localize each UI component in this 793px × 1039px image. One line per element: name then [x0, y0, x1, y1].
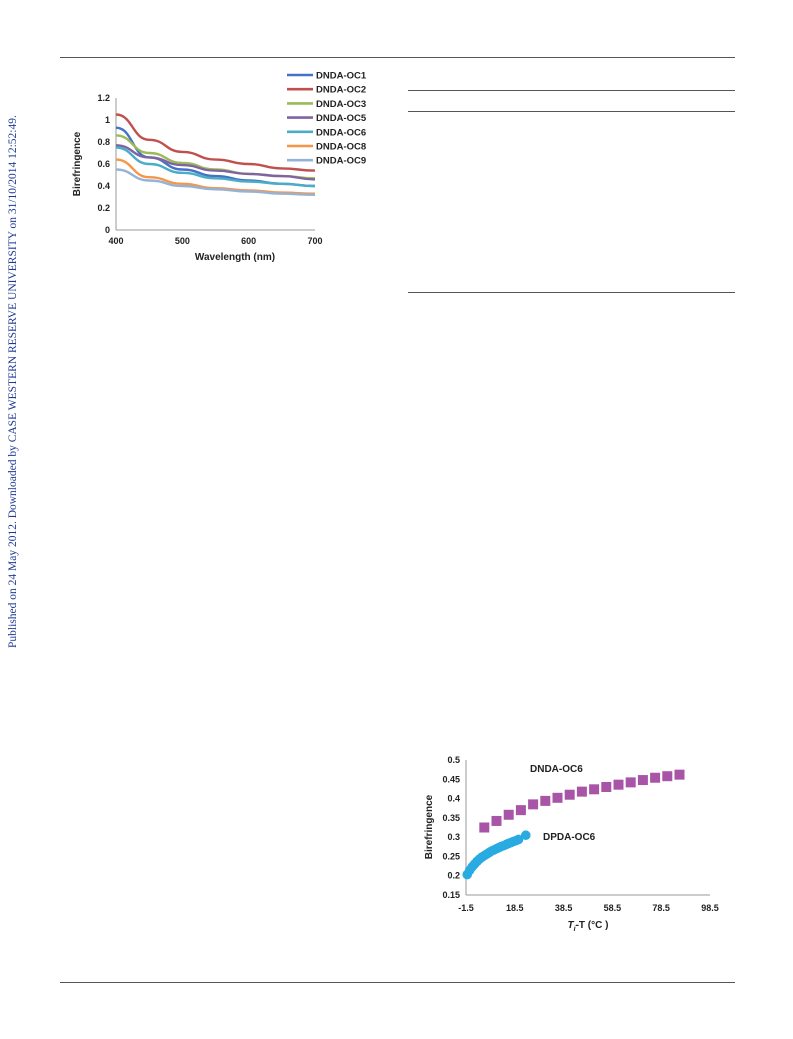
- chart2-point-square: [650, 772, 661, 783]
- download-watermark: Published on 24 May 2012. Downloaded by …: [7, 115, 19, 648]
- chart2-point-square: [625, 777, 636, 788]
- chart1-legend-label: DNDA-OC6: [316, 127, 366, 138]
- chart2-label-dnda: DNDA-OC6: [530, 764, 583, 775]
- chart1-y-tick: 1: [105, 115, 110, 125]
- chart2-point-square: [503, 809, 514, 820]
- chart1-x-ticks: 400 500 600 700: [108, 236, 322, 246]
- chart2-x-tick: -1.5: [458, 903, 474, 913]
- chart2-label-dpda: DPDA-OC6: [543, 832, 596, 843]
- chart2-y-axis-title: Birefringence: [424, 794, 435, 859]
- chart2-x-axis-title: Ti-T (°C ): [568, 920, 609, 933]
- chart2-x-title-rest: -T (°C ): [576, 920, 609, 931]
- chart1-y-ticks: 0 0.2 0.4 0.6 0.8 1 1.2: [97, 93, 110, 235]
- chart2-point-square: [589, 784, 600, 795]
- chart2-y-tick: 0.25: [442, 851, 460, 861]
- chart2-y-tick: 0.15: [442, 890, 460, 900]
- birefringence-temperature-chart: 0.15 0.2 0.25 0.3 0.35 0.4 0.45 0.5 -1.5 18.5 38.…: [424, 755, 719, 933]
- chart1-series-line-dnda-oc5: [115, 144, 316, 181]
- chart1-axes: [115, 98, 315, 231]
- chart1-series-line-dnda-oc9: [115, 168, 316, 196]
- chart2-point-circle: [520, 830, 531, 841]
- chart2-x-tick: 18.5: [506, 903, 524, 913]
- chart1-legend-label: DNDA-OC8: [316, 142, 366, 153]
- header-rule: [60, 57, 735, 58]
- chart2-point-square: [564, 789, 575, 800]
- chart1-series-line-dnda-oc2: [115, 113, 316, 172]
- chart2-x-title-main: T: [568, 920, 575, 931]
- chart1-y-axis-title: Birefringence: [72, 131, 83, 196]
- footer-rule: [60, 982, 735, 983]
- chart2-y-tick: 0.3: [447, 832, 460, 842]
- chart2-point-square: [479, 822, 490, 833]
- chart1-x-tick: 700: [307, 236, 322, 246]
- chart2-point-square: [674, 769, 685, 780]
- chart2-point-square: [540, 795, 551, 806]
- chart1-y-tick: 0.8: [97, 137, 110, 147]
- chart1-y-tick: 0.4: [97, 181, 110, 191]
- chart2-point-square: [576, 786, 587, 797]
- chart2-point-square: [552, 792, 563, 803]
- chart2-x-tick: 78.5: [652, 903, 670, 913]
- chart2-point-square: [613, 779, 624, 790]
- chart2-point-square: [528, 799, 539, 810]
- chart1-y-tick: 1.2: [97, 93, 110, 103]
- chart2-y-ticks: 0.15 0.2 0.25 0.3 0.35 0.4 0.45 0.5: [442, 755, 460, 900]
- chart1-legend-label: DNDA-OC2: [316, 85, 366, 96]
- chart2-x-title-sub: i: [574, 926, 577, 933]
- chart2-x-tick: 58.5: [604, 903, 622, 913]
- chart2-y-tick: 0.5: [447, 755, 460, 765]
- chart2-point-square: [601, 782, 612, 792]
- chart1-legend: DNDA-OC1 DNDA-OC2 DNDA-OC3 DNDA-OC5 DNDA-OC6…: [287, 71, 367, 167]
- chart1-y-tick: 0: [105, 225, 110, 235]
- chart2-point-square: [637, 775, 648, 786]
- chart1-series-line-dnda-oc6: [115, 146, 316, 188]
- chart1-legend-label: DNDA-OC1: [316, 71, 367, 82]
- chart2-point-square: [662, 771, 673, 782]
- chart1-legend-label: DNDA-OC5: [316, 113, 367, 124]
- chart2-y-tick: 0.4: [447, 794, 460, 804]
- table-bottom-rule: [408, 292, 735, 293]
- chart1-legend-label: DNDA-OC9: [316, 156, 366, 167]
- chart2-x-tick: 38.5: [555, 903, 573, 913]
- chart2-axes: [465, 760, 710, 896]
- chart1-y-tick: 0.6: [97, 159, 110, 169]
- chart2-y-tick: 0.45: [442, 774, 460, 784]
- table-header-rule: [408, 111, 735, 112]
- chart2-x-tick: 98.5: [701, 903, 719, 913]
- chart1-x-tick: 400: [108, 236, 123, 246]
- chart1-legend-label: DNDA-OC3: [316, 99, 366, 110]
- chart1-x-tick: 600: [241, 236, 256, 246]
- chart2-y-tick: 0.2: [447, 871, 460, 881]
- table-top-rule: [408, 90, 735, 91]
- birefringence-wavelength-chart: 00.20.40.60.811.2 400 500 600 700 DNDA-OC1D…: [72, 71, 367, 264]
- chart2-series-points: [462, 769, 685, 880]
- chart2-point-square: [515, 805, 526, 816]
- chart1-x-tick: 500: [175, 236, 190, 246]
- chart1-series-lines: [115, 113, 316, 196]
- chart1-y-tick: 0.2: [97, 203, 110, 213]
- chart2-point-square: [491, 815, 502, 826]
- chart2-point-circle: [513, 834, 524, 845]
- chart1-x-axis-title: Wavelength (nm): [195, 252, 275, 263]
- chart2-y-tick: 0.35: [442, 813, 460, 823]
- chart2-x-ticks: -1.5 18.5 38.5 58.5 78.5 98.5: [458, 903, 719, 913]
